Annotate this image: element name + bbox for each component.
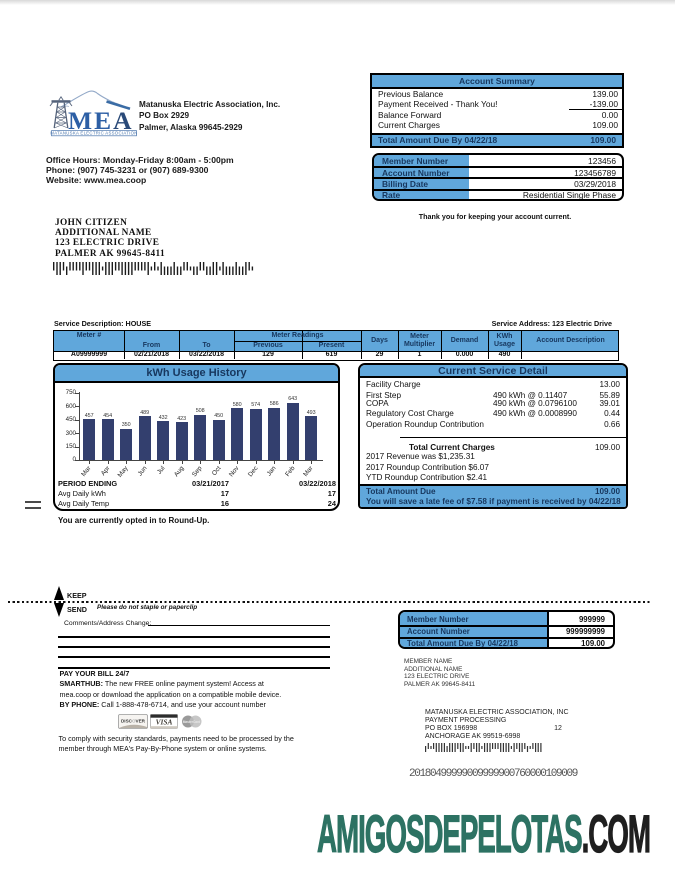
svg-text:MEA: MEA: [68, 106, 134, 135]
svg-text:VISA: VISA: [156, 718, 173, 727]
svg-text:DISCOVER: DISCOVER: [121, 719, 146, 724]
svg-text:MasterCard: MasterCard: [183, 720, 201, 724]
svg-text:MATANUSKA ELECTRIC ASSOCIATION: MATANUSKA ELECTRIC ASSOCIATION: [50, 131, 137, 136]
